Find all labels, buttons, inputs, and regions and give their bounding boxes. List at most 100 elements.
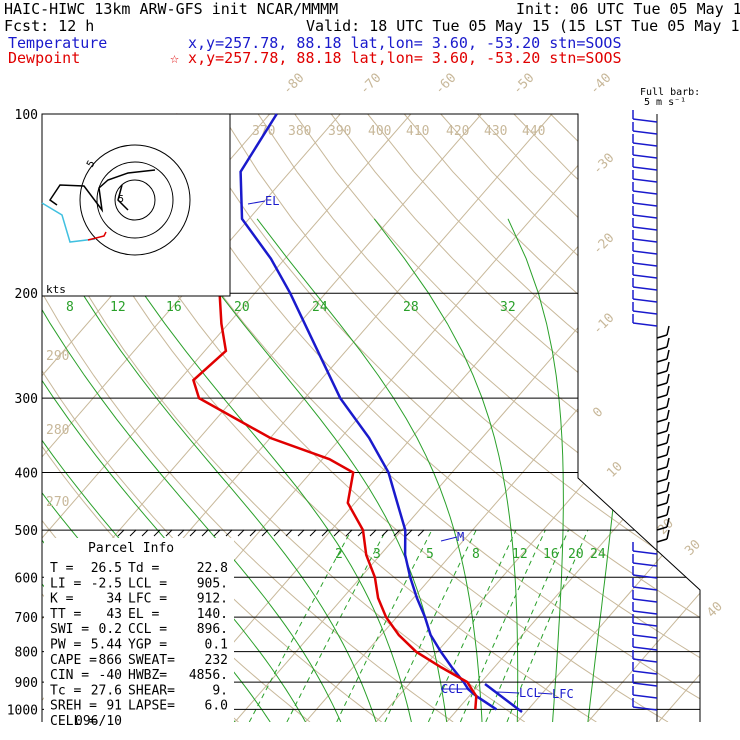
wind-barb	[632, 586, 658, 591]
temperature-tick-label: 30	[682, 537, 704, 559]
wind-barb-flag	[666, 325, 670, 336]
parcel-field: T =	[50, 561, 74, 576]
parcel-field: SWI =	[50, 622, 89, 637]
isotherm	[375, 114, 700, 722]
mixing-ratio-line	[459, 529, 546, 722]
temperature-tick-label: -80	[280, 71, 307, 98]
wind-barb-flag	[666, 337, 670, 348]
isotherm	[305, 114, 700, 722]
wind-barb	[632, 190, 658, 195]
hatch-mark	[261, 529, 269, 537]
wind-barb-flag	[666, 349, 670, 360]
legend-dewpoint: Dewpoint	[8, 49, 80, 67]
parcel-field: YGP =	[128, 638, 167, 653]
wind-barb-flag	[666, 469, 670, 480]
wind-barb	[632, 682, 658, 687]
hatch-mark	[225, 529, 233, 537]
hatch-mark	[117, 529, 125, 537]
mixing-ratio-line	[506, 529, 589, 722]
marker-lcl: LCL	[519, 686, 541, 700]
moist-label: 8	[66, 300, 74, 315]
wind-barb	[656, 526, 668, 531]
theta-label: 390	[328, 124, 351, 139]
wind-barb	[632, 226, 658, 231]
temperature-tick-label: 40	[704, 599, 726, 621]
parcel-field: K =	[50, 592, 74, 607]
hatch-mark	[381, 529, 389, 537]
wind-barb	[632, 154, 658, 159]
svg-text:5: 5	[85, 159, 98, 170]
hatch-mark	[177, 529, 185, 537]
wind-barb	[656, 358, 668, 363]
hatch-mark	[213, 529, 221, 537]
wind-barb	[632, 238, 658, 243]
mixing-ratio-line	[427, 529, 517, 722]
hodograph-inset: kts 5 5	[41, 113, 231, 297]
parcel-field: CCL =	[128, 622, 167, 637]
barb-legend-unit: 5 m s⁻¹	[644, 97, 686, 108]
parcel-field: 866	[99, 653, 122, 668]
parcel-field: TT =	[50, 607, 81, 622]
wind-barb	[632, 706, 658, 711]
mixing-ratio-label: 16	[543, 547, 559, 562]
hatch-mark	[201, 529, 209, 537]
theta-label: 380	[288, 124, 311, 139]
wind-barb	[632, 274, 658, 279]
dry-adiabat	[513, 114, 700, 722]
hatch-mark	[369, 529, 377, 537]
temperature-tick-label: -20	[590, 231, 617, 258]
wind-barb	[632, 250, 658, 255]
wind-barb	[632, 202, 658, 207]
temp-location-info: x,y=257.78, 88.18 lat,lon= 3.60, -53.20 …	[188, 34, 621, 52]
parcel-field: LCL =	[128, 576, 167, 591]
wind-barb	[632, 634, 658, 639]
temperature-tick-label: 0	[590, 405, 606, 421]
pressure-tick-label: 1000	[7, 703, 38, 718]
mixing-ratio-line	[384, 529, 477, 722]
moist-label: 16	[166, 300, 182, 315]
parcel-field: Td =	[128, 561, 159, 576]
parcel-field: -2.5	[91, 576, 122, 591]
temperature-profile	[239, 113, 498, 711]
parcel-field: 912.	[197, 592, 228, 607]
wind-barb	[656, 502, 668, 507]
hatch-mark	[333, 529, 341, 537]
parcel-field: 26.5	[91, 561, 122, 576]
parcel-field: 91	[106, 699, 122, 714]
marker-tick	[247, 200, 266, 205]
dry-adiabat	[294, 114, 700, 722]
wind-barb	[656, 466, 668, 471]
pressure-tick-label: 800	[15, 646, 38, 661]
parcel-field: 0.1	[205, 638, 228, 653]
parcel-field: CIN =	[50, 668, 89, 683]
dry-adiabat	[586, 114, 700, 722]
parcel-field: 22.8	[197, 561, 228, 576]
wind-barb-flag	[666, 397, 670, 408]
parcel-field: 9.	[212, 683, 228, 698]
wind-barb	[632, 178, 658, 183]
parcel-field: SREH =	[50, 699, 97, 714]
isotherm	[446, 114, 700, 722]
wind-barb-flag	[666, 493, 670, 504]
theta-label: 280	[46, 423, 69, 438]
legend-temperature: Temperature	[8, 34, 107, 52]
wind-barb	[632, 322, 658, 327]
hatch-mark	[309, 529, 317, 537]
parcel-field: SHEAR=	[128, 683, 175, 698]
mixing-ratio-label: 20	[568, 547, 584, 562]
hatch-mark	[405, 529, 413, 537]
hatch-mark	[285, 529, 293, 537]
mixing-ratio-label: 24	[590, 547, 606, 562]
marker-tick	[440, 536, 458, 542]
hatch-mark	[237, 529, 245, 537]
parcel-info-title: Parcel Info	[88, 541, 174, 556]
isotherm	[42, 114, 341, 722]
mixing-ratio-label: 12	[512, 547, 528, 562]
dry-adiabat	[221, 114, 700, 722]
wind-barb	[632, 166, 658, 171]
pressure-tick-label: 900	[15, 676, 38, 691]
wind-barb	[656, 382, 668, 387]
parcel-field: HWBZ=	[128, 668, 167, 683]
marker-el: EL	[265, 194, 279, 208]
title: HAIC-HIWC 13km ARW-GFS init NCAR/MMMM	[4, 0, 338, 18]
